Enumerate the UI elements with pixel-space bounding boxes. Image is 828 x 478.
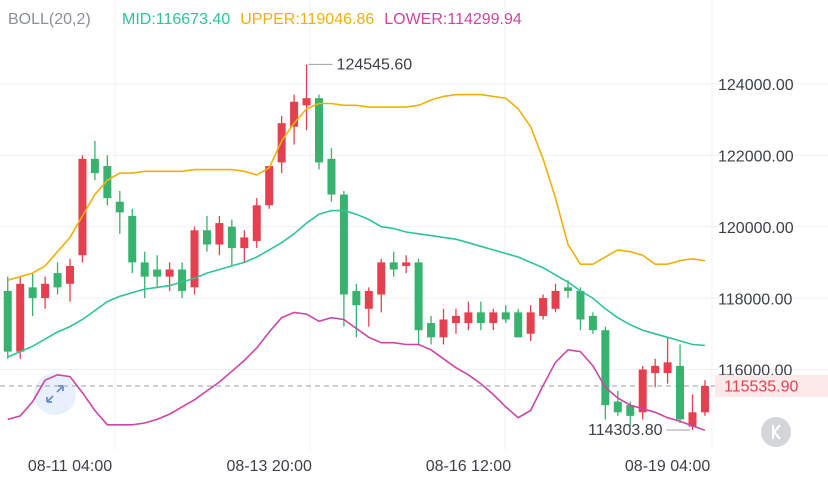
candle-body	[414, 262, 423, 331]
candle-body	[389, 262, 398, 270]
legend-entry: MID:116673.40	[122, 11, 230, 28]
candle-body	[227, 226, 236, 249]
boll-line	[7, 93, 706, 281]
candle-body	[290, 101, 299, 127]
candle-body	[564, 287, 572, 291]
candle-body	[451, 315, 460, 324]
legend-entry: UPPER:119046.86	[240, 11, 374, 28]
candle-body	[489, 312, 498, 324]
candle-body	[700, 386, 709, 413]
candle-body	[128, 215, 137, 263]
y-tick-label: 118000.00	[718, 291, 793, 308]
candle-body	[626, 405, 635, 416]
vertical-grid	[114, 0, 713, 450]
expand-button[interactable]	[34, 373, 76, 415]
candle-body	[115, 201, 124, 213]
candle-body	[53, 273, 62, 288]
candle-body	[551, 290, 560, 309]
candle-body	[327, 158, 336, 195]
candle-body	[588, 315, 597, 331]
candle-body	[16, 283, 25, 352]
candle-body	[526, 312, 535, 334]
candle-body	[352, 290, 361, 306]
candle-body	[402, 262, 411, 266]
candle-body	[165, 269, 174, 277]
candle-body	[377, 262, 386, 295]
candle-body	[240, 237, 249, 249]
candle-body	[215, 223, 224, 245]
candle-body	[501, 312, 510, 320]
indicator-name: BOLL(20,2)	[8, 11, 91, 28]
candle-body	[613, 401, 622, 413]
candle-body	[439, 319, 448, 338]
expand-icon	[46, 385, 64, 403]
candle-body	[539, 298, 548, 316]
legend-entry: LOWER:114299.94	[384, 11, 522, 28]
price-label: 115535.90	[724, 378, 799, 395]
scroll-icon	[771, 424, 781, 440]
y-tick-label: 120000.00	[718, 220, 794, 237]
candle-body	[663, 362, 672, 374]
candle-body	[78, 158, 87, 256]
candle-body	[140, 262, 149, 277]
scroll-button[interactable]	[761, 417, 791, 447]
candle-body	[676, 365, 685, 420]
candle-body	[638, 369, 647, 413]
candle-body	[90, 158, 99, 174]
candle-body	[265, 165, 274, 206]
x-tick-label: 08-16 12:00	[426, 458, 512, 475]
boll-line	[7, 311, 706, 431]
candle-body	[476, 312, 485, 324]
candle-body	[427, 323, 436, 338]
candle-body	[3, 290, 12, 352]
candle-body	[688, 412, 697, 427]
high-marker-label: 124545.60	[337, 57, 413, 74]
candle-body	[315, 98, 323, 163]
candle-body	[190, 230, 199, 288]
y-tick-label: 124000.00	[718, 77, 794, 94]
candle-body	[202, 230, 211, 245]
candle-body	[28, 287, 37, 299]
x-tick-label: 08-19 04:00	[625, 458, 711, 475]
candle-body	[601, 330, 610, 406]
y-tick-label: 122000.00	[718, 149, 794, 166]
x-tick-label: 08-11 04:00	[28, 458, 112, 475]
candle-body	[514, 312, 523, 338]
candle-body	[103, 165, 112, 199]
candle-body	[41, 283, 50, 299]
candle-body	[339, 194, 348, 295]
x-tick-label: 08-13 20:00	[226, 458, 312, 475]
candle-body	[302, 98, 311, 106]
candle-body	[464, 312, 473, 324]
candle-body	[252, 205, 261, 241]
candle-body	[66, 265, 74, 284]
boll-line	[7, 209, 705, 358]
price-label-bg	[715, 375, 828, 398]
low-marker-label: 114303.80	[588, 422, 663, 439]
candle-body	[153, 269, 162, 277]
candle-body	[576, 290, 585, 320]
candle-body	[364, 290, 373, 309]
candle-body	[178, 269, 187, 291]
candle-body	[651, 365, 660, 374]
